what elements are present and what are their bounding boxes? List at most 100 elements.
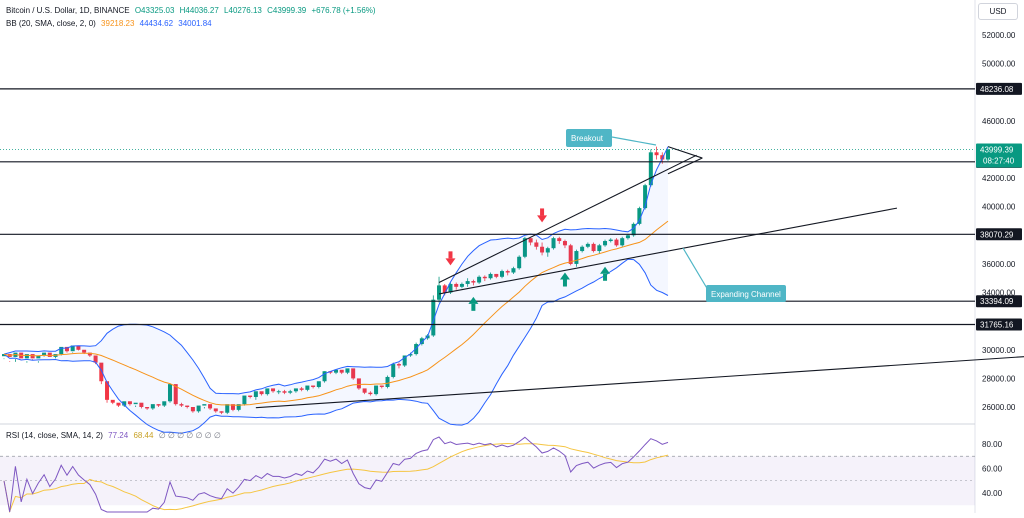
price-tick-label: 52000.00 [982,31,1016,40]
candle-body [299,388,304,390]
price-tick-label: 50000.00 [982,60,1016,69]
close-value: C43999.39 [267,6,307,15]
candle-body [631,223,636,236]
candle-body [385,376,390,387]
candle-body [76,345,81,350]
candle-body [614,239,619,246]
candle-body [219,411,224,413]
level-price-label: 33394.09 [980,297,1014,306]
current-price-tag [976,143,1022,168]
candle-body [368,392,373,395]
candle-body [190,407,195,412]
level-price-label: 48236.08 [980,85,1014,94]
candle-body [196,405,201,412]
candle-body [64,346,69,352]
candle-body [208,404,213,409]
candle-body [379,385,384,387]
candle-body [522,238,527,257]
candle-body [505,271,510,273]
buy-arrow-2-head [559,272,570,280]
buy-arrow-3 [603,273,608,281]
candle-body [265,388,270,395]
candle-body [637,208,642,224]
candle-body [316,381,321,387]
candle-body [643,185,648,209]
buy-arrow-1 [471,303,476,311]
candle-body [30,354,35,359]
candle-body [660,155,665,160]
price-tick-label: 40000.00 [982,203,1016,212]
rsi-background-band [0,456,975,506]
long-term-trendline [255,356,1024,409]
candle-body [574,251,579,264]
currency-selector[interactable]: USD [978,3,1018,20]
candle-body [648,152,653,186]
candle-body [127,401,132,405]
candle-body [116,402,121,406]
buy-arrow-3-head [600,266,611,274]
level-price-label: 31765.16 [980,321,1014,330]
price-tick-label: 42000.00 [982,174,1016,183]
symbol-legend: Bitcoin / U.S. Dollar, 1D, BINANCE O4332… [6,6,379,15]
candle-body [70,345,75,352]
triangle-lower-line [667,157,703,175]
candle-body [437,285,442,300]
candle-body [282,391,287,393]
sell-arrow-2 [540,208,545,216]
candle-body [276,391,281,393]
candle-body [654,152,659,156]
candle-body [213,408,218,412]
candle-body [562,241,567,246]
buy-arrow-1-head [468,296,479,304]
candle-body [105,381,110,400]
channel-upper-line [438,154,697,284]
candle-body [608,239,613,242]
candle-body [557,238,562,242]
candle-body [534,242,539,247]
candle-body [93,355,98,363]
candle-body [305,385,310,390]
candle-body [311,385,316,387]
candle-body [110,399,115,403]
candle-body [87,352,92,356]
candle-body [414,344,419,355]
bb-upper-value: 44434.62 [139,19,174,28]
bb-basis-value: 39218.23 [101,19,135,28]
candle-body [408,354,413,356]
bb-label: BB (20, SMA, close, 2, 0) [6,19,96,28]
candle-body [36,355,41,359]
candle-body [293,388,298,392]
sell-arrow-1 [448,251,453,259]
candle-body [288,391,293,393]
candle-body [82,349,87,353]
candle-body [1,354,7,357]
channel-callout [706,285,786,302]
candle-body [42,352,47,356]
candle-body [431,299,436,336]
candle-body [185,405,190,407]
level-price-tag [976,318,1022,331]
candle-body [488,273,493,279]
candle-body [494,273,499,277]
candle-body [591,243,596,252]
candle-body [322,371,327,382]
candle-body [162,401,167,406]
rsi-value: 77.24 [108,431,129,440]
candle-body [362,388,367,393]
candle-body [99,362,104,382]
candle-body [528,238,533,243]
candle-body [448,283,453,293]
rsi-sma-value: 68.44 [133,431,154,440]
price-tick-label: 46000.00 [982,117,1016,126]
change-value: +676.78 (+1.56%) [311,6,376,15]
candle-body [236,404,241,410]
candle-body [442,285,447,293]
candle-body [24,354,29,359]
low-value: L40276.13 [224,6,262,15]
candle-body [597,245,602,252]
candle-body [625,235,630,239]
rsi-line [3,436,669,513]
price-tick-label: 34000.00 [982,289,1016,298]
